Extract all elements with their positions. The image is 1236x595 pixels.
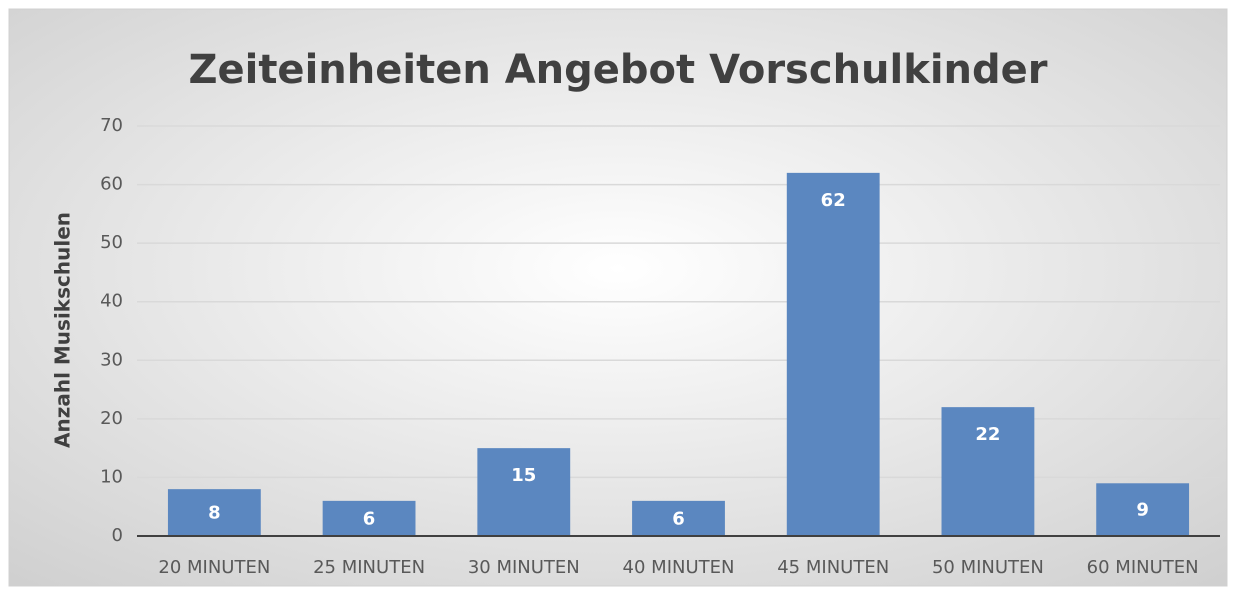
data-label: 15 — [511, 465, 536, 486]
x-tick-label: 30 MINUTEN — [468, 557, 580, 578]
data-label: 9 — [1136, 500, 1149, 521]
y-axis-label: Anzahl Musikschulen — [51, 212, 75, 448]
bar — [786, 172, 880, 536]
chart-title: Zeiteinheiten Angebot Vorschulkinder — [188, 47, 1047, 93]
x-tick-label: 50 MINUTEN — [932, 557, 1044, 578]
y-tick-label: 50 — [100, 232, 123, 253]
data-label: 6 — [672, 508, 685, 529]
bar — [167, 489, 261, 536]
bar — [941, 407, 1035, 536]
bar — [477, 448, 571, 536]
y-tick-label: 60 — [100, 174, 123, 195]
data-label: 62 — [821, 190, 846, 211]
y-tick-label: 30 — [100, 349, 123, 370]
x-tick-label: 20 MINUTEN — [158, 557, 270, 578]
x-tick-label: 40 MINUTEN — [623, 557, 735, 578]
y-tick-label: 0 — [112, 525, 123, 546]
y-tick-label: 40 — [100, 291, 123, 312]
bar — [322, 500, 416, 536]
data-label: 6 — [363, 508, 376, 529]
y-tick-label: 10 — [100, 466, 123, 487]
data-label: 8 — [208, 503, 221, 524]
y-tick-label: 20 — [100, 408, 123, 429]
bar — [1096, 483, 1190, 536]
data-label: 22 — [975, 424, 1000, 445]
x-tick-label: 60 MINUTEN — [1087, 557, 1199, 578]
y-tick-label: 70 — [100, 115, 123, 136]
x-tick-label: 45 MINUTEN — [777, 557, 889, 578]
x-tick-label: 25 MINUTEN — [313, 557, 425, 578]
bar — [632, 500, 725, 536]
